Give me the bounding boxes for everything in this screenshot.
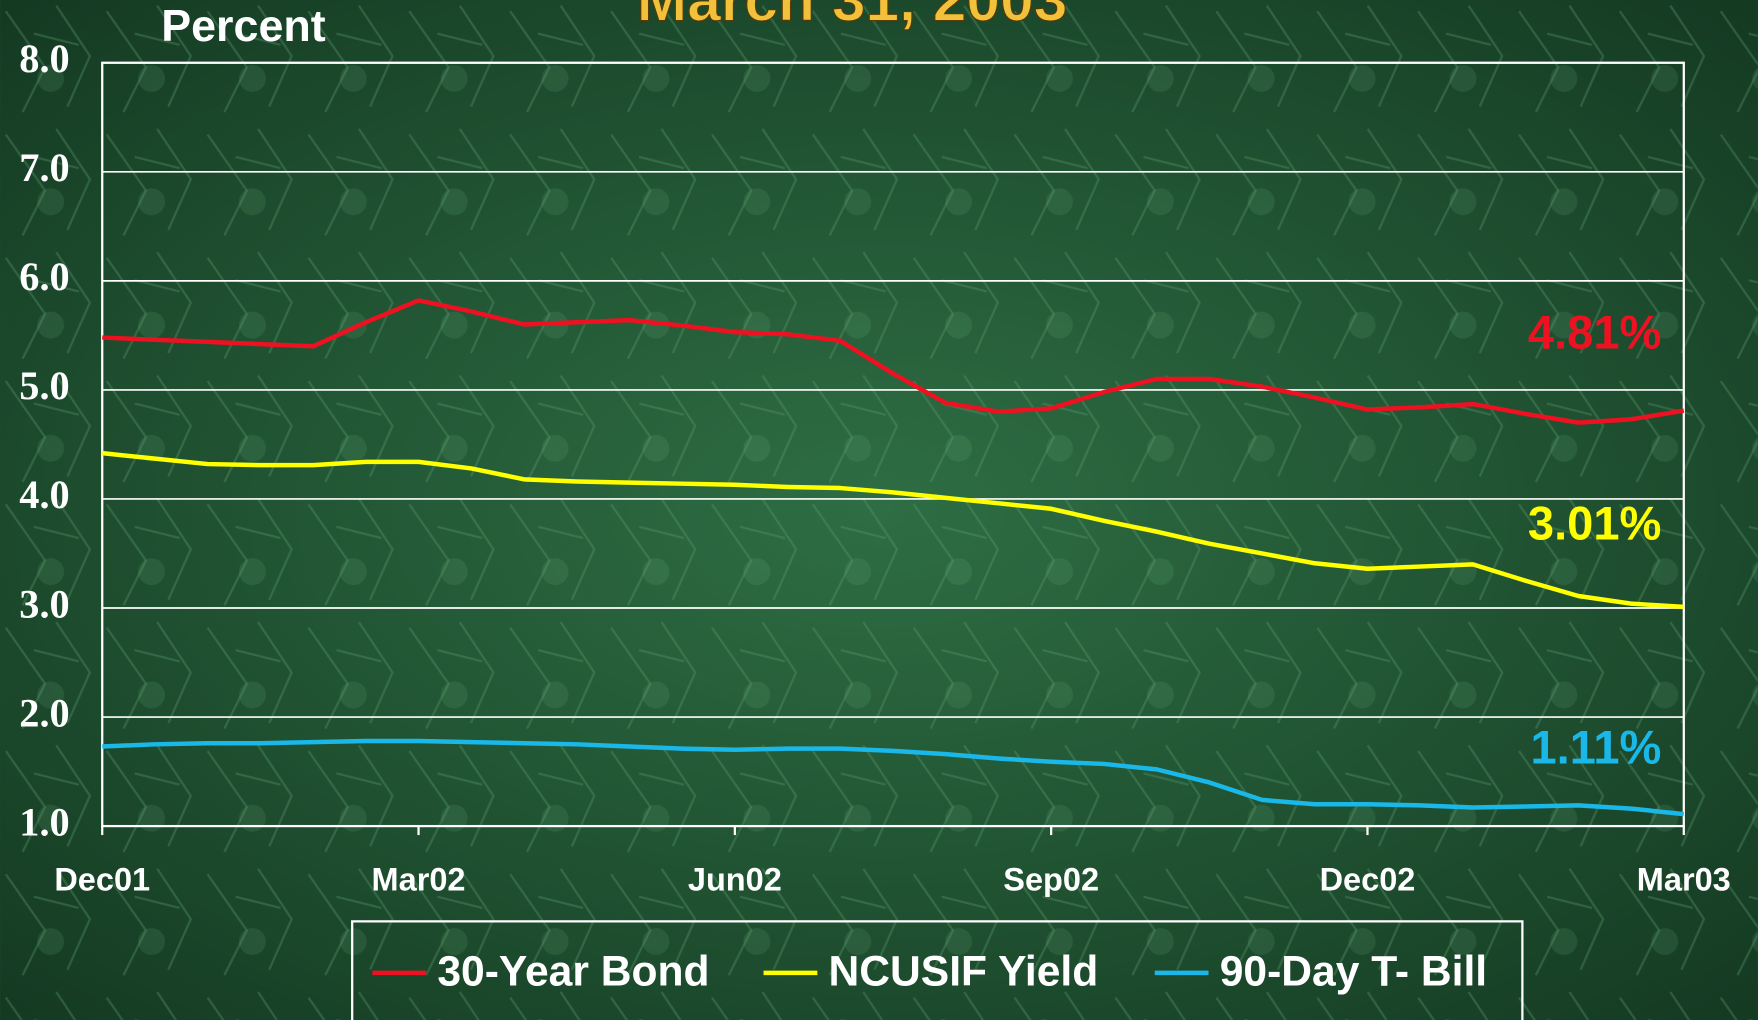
legend-box	[351, 920, 1524, 1020]
x-tick-label: Sep02	[1003, 862, 1099, 898]
end-label: 3.01%	[1528, 496, 1661, 549]
end-label: 4.81%	[1528, 306, 1661, 359]
x-tick-label: Dec01	[54, 862, 150, 898]
y-tick-label: 2.0	[19, 690, 69, 735]
x-tick-label: Mar03	[1637, 862, 1731, 898]
y-tick-label: 8.0	[19, 36, 69, 81]
y-tick-label: 3.0	[19, 581, 69, 626]
x-tick-label: Mar02	[372, 862, 466, 898]
y-tick-label: 1.0	[19, 799, 69, 844]
y-tick-label: 6.0	[19, 254, 69, 299]
legend-label: 30-Year Bond	[437, 947, 709, 995]
legend-label: NCUSIF Yield	[829, 947, 1099, 995]
x-tick-label: Jun02	[688, 862, 782, 898]
series-line	[102, 450, 1684, 610]
legend-label: 90-Day T- Bill	[1220, 947, 1487, 995]
y-tick-label: 7.0	[19, 145, 69, 190]
x-tick-label: Dec02	[1320, 862, 1416, 898]
chart-title: March 31, 2003	[637, 0, 1068, 33]
series-line	[102, 738, 1685, 817]
y-tick-label: 5.0	[19, 363, 69, 408]
y-tick-label: 4.0	[19, 472, 69, 517]
end-label: 1.11%	[1531, 720, 1662, 773]
y-axis-label: Percent	[161, 0, 326, 51]
series-line	[102, 298, 1685, 425]
